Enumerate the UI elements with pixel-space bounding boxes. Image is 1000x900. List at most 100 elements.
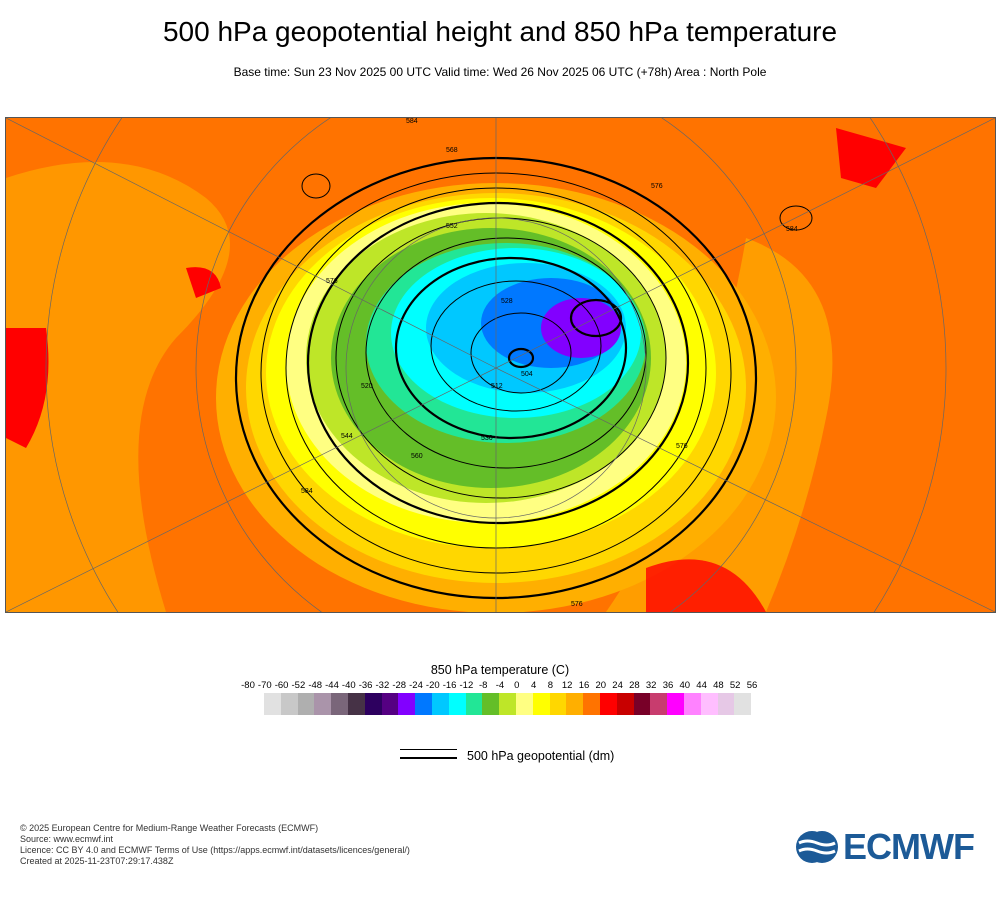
temp-area-hot (836, 128, 906, 188)
colorbar-tick-labels: -80 -70 -60 -52 -48 -44 -40 -36 -32 -28 -24 -20 -16-… (238, 680, 768, 694)
colorbar-tick-label: 48 (713, 680, 724, 691)
contour-labels: 584 568 576 584 552 528 512 504 520 536 … (301, 118, 798, 608)
colorbar-tick-label: -20 (425, 680, 440, 691)
created-line: Created at 2025-11-23T07:29:17.438Z (20, 856, 174, 866)
contour-label: 576 (676, 443, 688, 450)
thick-line-sample (400, 757, 457, 759)
colorbar-swatch (650, 693, 668, 715)
colorbar-swatch (465, 693, 483, 715)
colorbar-swatch (499, 693, 516, 715)
colorbar-tick-label: -28 (392, 680, 407, 691)
colorbar-swatch (717, 693, 735, 715)
contour-label: 568 (446, 147, 458, 154)
colorbar-tick-label: 56 (746, 680, 758, 691)
colorbar-swatch (633, 693, 651, 715)
colorbar-swatch (616, 693, 634, 715)
temperature-field (6, 128, 906, 612)
colorbar-tick-label: -4 (495, 680, 505, 691)
contour-label: 520 (361, 383, 373, 390)
colorbar-tick-label: -16 (442, 680, 457, 691)
colorbar-swatch (734, 693, 752, 715)
colorbar-tick-label: 40 (679, 680, 691, 691)
colorbar-swatch (381, 693, 399, 715)
latitude-circle (45, 118, 947, 612)
contour-label: 528 (501, 298, 513, 305)
colorbar-swatch (683, 693, 701, 715)
colorbar-tick-label: 20 (595, 680, 607, 691)
thin-line-sample (400, 749, 457, 750)
source-line: Source: www.ecmwf.int (20, 834, 114, 844)
contour-label: 512 (491, 383, 503, 390)
meridian (6, 367, 497, 612)
colorbar-swatch (667, 693, 684, 715)
geopotential-legend-label: 500 hPa geopotential (dm) (467, 749, 615, 763)
contour-label: 584 (301, 488, 313, 495)
contour-line (569, 298, 623, 338)
colorbar-tick-label: -80 (241, 680, 255, 691)
contour-line (365, 237, 647, 469)
contour-label: 536 (481, 435, 493, 442)
colorbar-swatch (431, 693, 449, 715)
colorbar-tick-label: 32 (645, 680, 657, 691)
contour-line (306, 201, 690, 525)
ecmwf-logo-text: ECMWF (843, 826, 975, 867)
colorbar-swatch (482, 693, 500, 715)
contour-label: 576 (651, 183, 663, 190)
chart-subtitle: Base time: Sun 23 Nov 2025 00 UTC Valid … (233, 65, 767, 79)
colorbar-tick-label: 8 (547, 680, 554, 691)
contour-label: 576 (571, 601, 583, 608)
contour-label: 576 (326, 278, 338, 285)
colorbar-swatch (583, 693, 600, 715)
contour-label: 584 (406, 118, 418, 125)
colorbar-tick-label: -44 (325, 680, 339, 691)
colorbar-swatch (566, 693, 584, 715)
colorbar-swatch (314, 693, 332, 715)
temp-area-hot (6, 328, 49, 448)
footer-credits: © 2025 European Centre for Medium-Range … (20, 823, 410, 867)
latitude-circle (195, 118, 797, 612)
contour-label: 504 (521, 371, 533, 378)
colorbar-tick-label: -32 (375, 680, 390, 691)
map-plot: 584 568 576 584 552 528 512 504 520 536 … (5, 117, 996, 613)
colorbar-tick-label: 24 (612, 680, 623, 691)
contour-line (301, 173, 331, 199)
colorbar-tick-label: -36 (358, 680, 373, 691)
colorbar-tick-label: 16 (578, 680, 590, 691)
colorbar-tick-label: -40 (341, 680, 356, 691)
contour-line (430, 280, 602, 412)
colorbar-tick-label: -24 (409, 680, 423, 691)
colorbar-tick-label: 0 (514, 680, 520, 691)
colorbar-swatch (297, 693, 315, 715)
contour-line (394, 256, 628, 440)
colorbar-tick-label: 12 (561, 680, 573, 691)
geopotential-legend-lines (400, 749, 457, 766)
colorbar-tick-label: -8 (478, 680, 488, 691)
colorbar-tick-label: -48 (308, 680, 323, 691)
meridian (6, 118, 497, 369)
contour-label: 544 (341, 433, 353, 440)
meridian (495, 118, 995, 369)
colorbar-swatch (532, 693, 550, 715)
contour-label: 584 (786, 226, 798, 233)
licence-line: Licence: CC BY 4.0 and ECMWF Terms of Us… (20, 845, 410, 855)
colorbar-tick-label: -12 (459, 680, 474, 691)
colorbar-swatch (700, 693, 718, 715)
contour-label: 560 (411, 453, 423, 460)
colorbar-tick-label: -52 (291, 680, 306, 691)
ecmwf-logo: ECMWF (795, 826, 975, 868)
colorbar-swatch (264, 693, 281, 715)
colorbar-swatch (599, 693, 617, 715)
colorbar-swatch (364, 693, 382, 715)
colorbar-swatch (280, 693, 298, 715)
colorbar-tick-label: 36 (662, 680, 674, 691)
colorbar-swatch (415, 693, 432, 715)
contour-label: 552 (446, 223, 458, 230)
colorbar-tick-label: 44 (696, 680, 707, 691)
colorbar-tick-label: 4 (530, 680, 537, 691)
temp-area-m28 (541, 298, 621, 358)
colorbar-tick-label: 28 (629, 680, 640, 691)
colorbar-swatch (549, 693, 567, 715)
colorbar-swatch (347, 693, 365, 715)
meridian (495, 367, 995, 612)
